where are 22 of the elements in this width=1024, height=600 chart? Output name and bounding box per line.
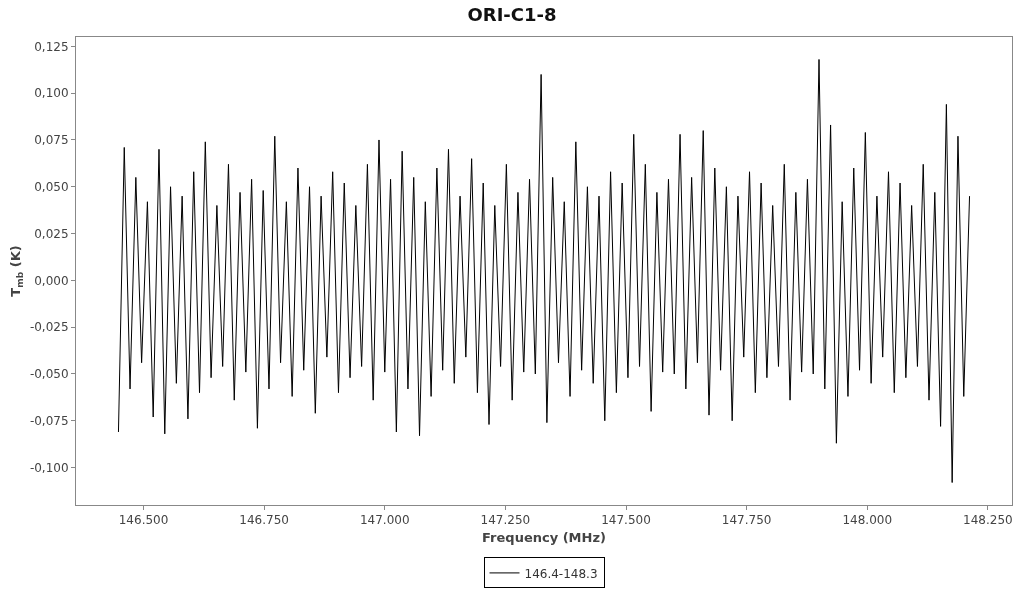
y-tick-label: 0,075 (34, 133, 69, 148)
x-tick-label: 147.500 (601, 513, 651, 528)
y-tick-label: -0,100 (29, 460, 69, 475)
line-series (117, 58, 971, 484)
y-tick-label: 0,125 (34, 39, 69, 54)
x-tick-label: 147.000 (359, 513, 410, 528)
x-tick-label: 148.000 (842, 513, 893, 528)
x-tick-label: 146.750 (239, 513, 289, 528)
y-tick-label: 0,050 (34, 179, 69, 194)
x-tick-label: 147.750 (721, 513, 772, 528)
y-tick-label: -0,050 (29, 367, 69, 382)
legend-label: 146.4-148.3 (524, 566, 598, 581)
y-tick-label: 0,025 (34, 226, 69, 241)
x-tick-label: 147.250 (480, 513, 531, 528)
chart-title: ORI-C1-8 (467, 4, 557, 26)
x-tick-label: 146.500 (118, 513, 169, 528)
y-tick-label: -0,075 (29, 413, 69, 428)
y-tick-label: 0,000 (34, 273, 69, 288)
x-axis-title: Frequency (MHz) (482, 530, 606, 545)
x-tick-label: 148.250 (963, 513, 1013, 528)
y-tick-label: -0,025 (29, 320, 69, 335)
y-tick-label: 0,100 (34, 86, 69, 101)
